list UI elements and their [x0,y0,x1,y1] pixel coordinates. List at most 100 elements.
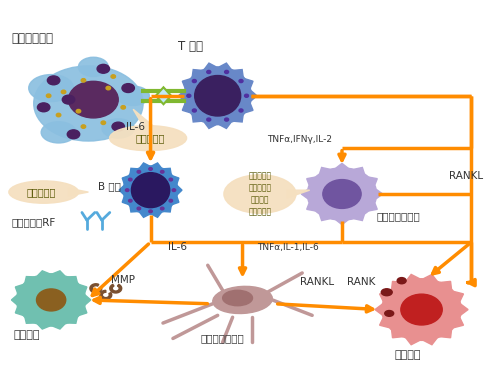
Polygon shape [204,122,216,128]
Ellipse shape [149,168,152,170]
Ellipse shape [149,210,152,213]
Ellipse shape [382,279,462,340]
Polygon shape [122,197,128,204]
Ellipse shape [160,170,164,173]
Polygon shape [172,197,179,204]
Polygon shape [376,189,382,199]
Polygon shape [424,338,437,345]
Text: B 細胞: B 細胞 [98,181,121,191]
Polygon shape [320,214,330,220]
Polygon shape [164,206,171,212]
Ellipse shape [160,207,164,210]
Text: オレンシア: オレンシア [136,133,165,143]
Polygon shape [16,284,23,293]
Polygon shape [68,317,78,323]
Ellipse shape [97,64,110,73]
Ellipse shape [207,118,211,121]
Polygon shape [172,176,179,184]
Polygon shape [130,206,138,212]
Polygon shape [178,186,182,194]
Ellipse shape [48,76,60,85]
Ellipse shape [213,286,272,314]
Polygon shape [245,104,253,113]
Ellipse shape [194,76,240,116]
Polygon shape [52,324,65,329]
Polygon shape [306,177,316,185]
Polygon shape [90,284,102,293]
Ellipse shape [81,125,86,128]
Ellipse shape [112,122,124,131]
Ellipse shape [401,294,442,325]
Ellipse shape [78,57,108,76]
Ellipse shape [128,199,132,202]
Polygon shape [368,203,378,211]
Text: T 細胞: T 細胞 [178,40,203,52]
Ellipse shape [244,94,248,97]
Polygon shape [182,79,190,88]
Polygon shape [251,90,257,101]
Ellipse shape [110,126,186,151]
Polygon shape [12,295,17,305]
Ellipse shape [187,94,191,97]
Ellipse shape [132,173,170,208]
Polygon shape [16,307,23,315]
Polygon shape [130,168,138,174]
Text: マクロファージ: マクロファージ [377,211,420,221]
Polygon shape [392,330,402,338]
Polygon shape [25,277,34,283]
Polygon shape [368,177,378,185]
Text: IL-6: IL-6 [126,123,144,132]
Ellipse shape [239,80,243,83]
Polygon shape [288,190,310,198]
Polygon shape [306,203,316,211]
Polygon shape [219,63,231,69]
Text: TNFα,IL-1,IL-6: TNFα,IL-1,IL-6 [258,243,319,252]
Polygon shape [38,271,50,276]
Text: 自己抗体、RF: 自己抗体、RF [12,217,56,227]
Ellipse shape [122,84,134,92]
Ellipse shape [172,189,176,192]
Ellipse shape [101,121,105,125]
Polygon shape [440,281,452,289]
Polygon shape [52,271,65,276]
Polygon shape [38,324,50,329]
Ellipse shape [126,189,129,192]
Ellipse shape [192,109,196,112]
Polygon shape [164,168,171,174]
Polygon shape [354,214,364,220]
Ellipse shape [192,80,196,83]
Polygon shape [406,274,420,281]
Polygon shape [140,213,149,217]
Polygon shape [68,277,78,283]
Polygon shape [156,87,171,104]
Polygon shape [80,307,87,315]
Ellipse shape [62,90,66,94]
Polygon shape [68,188,88,196]
Ellipse shape [56,113,61,117]
Polygon shape [302,189,308,199]
Ellipse shape [137,170,140,173]
Ellipse shape [169,199,172,202]
Text: 軟骨細胞: 軟骨細胞 [14,331,40,340]
Text: アクテムラ: アクテムラ [26,187,56,197]
Text: レミケード
エンブレル
ヒュミラ
シンポニー: レミケード エンブレル ヒュミラ シンポニー [248,172,272,216]
Polygon shape [336,220,348,225]
Text: RANKL: RANKL [300,277,334,286]
Ellipse shape [307,168,377,220]
Polygon shape [454,318,464,328]
Polygon shape [100,290,112,300]
Ellipse shape [169,178,172,181]
Polygon shape [178,90,184,101]
Polygon shape [140,163,149,168]
Polygon shape [234,69,243,77]
Polygon shape [375,304,382,315]
Ellipse shape [68,81,118,118]
Ellipse shape [224,175,296,213]
Polygon shape [152,163,162,168]
Text: TNFα,IFNγ,IL-2: TNFα,IFNγ,IL-2 [268,135,332,144]
Ellipse shape [111,75,116,78]
Ellipse shape [34,66,143,141]
Ellipse shape [46,94,51,97]
Ellipse shape [382,289,392,296]
Ellipse shape [28,74,74,102]
